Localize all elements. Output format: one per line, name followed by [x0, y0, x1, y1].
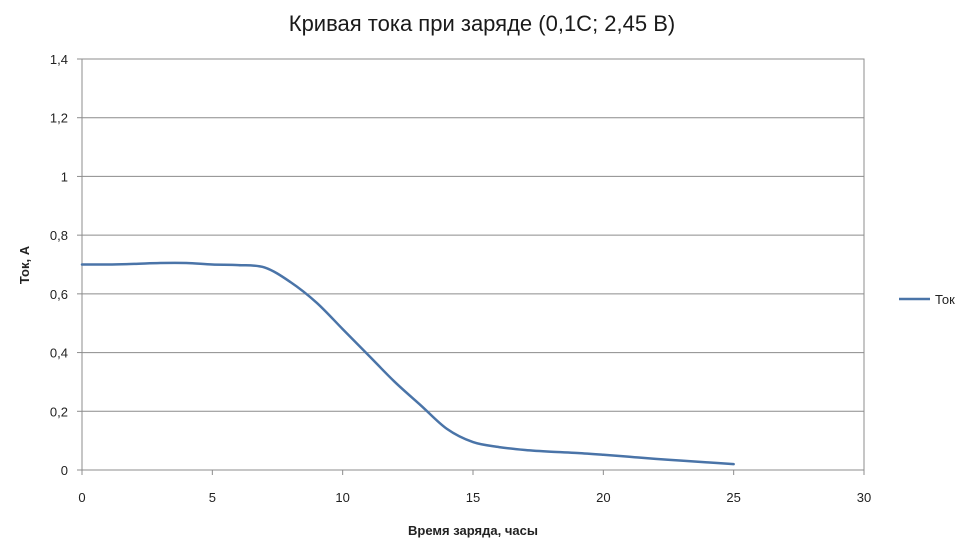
gridlines	[82, 58, 864, 471]
series-line-tok	[80, 261, 735, 466]
x-tick-label: 30	[857, 490, 871, 505]
legend: Ток	[899, 292, 955, 307]
x-tick-label: 10	[335, 490, 349, 505]
chart-title: Кривая тока при заряде (0,1С; 2,45 В)	[289, 11, 675, 36]
x-tick-label: 20	[596, 490, 610, 505]
x-axis-ticks: 0 5 10 15 20 25 30	[78, 470, 871, 505]
y-tick-label: 0,4	[50, 346, 68, 361]
y-tick-label: 0,6	[50, 287, 68, 302]
y-tick-label: 1,4	[50, 52, 68, 67]
y-tick-label: 0,2	[50, 404, 68, 419]
x-tick-label: 5	[209, 490, 216, 505]
legend-label: Ток	[935, 292, 955, 307]
y-axis-ticks: 0 0,2 0,4 0,6 0,8 1 1,2 1,4	[50, 52, 82, 478]
y-tick-label: 0	[61, 463, 68, 478]
x-axis-title: Время заряда, часы	[408, 523, 538, 538]
y-tick-label: 1,2	[50, 111, 68, 126]
y-tick-label: 0,8	[50, 228, 68, 243]
x-tick-label: 15	[466, 490, 480, 505]
x-tick-label: 0	[78, 490, 85, 505]
y-axis-title: Ток, А	[17, 245, 32, 284]
y-tick-label: 1	[61, 169, 68, 184]
x-tick-label: 25	[726, 490, 740, 505]
